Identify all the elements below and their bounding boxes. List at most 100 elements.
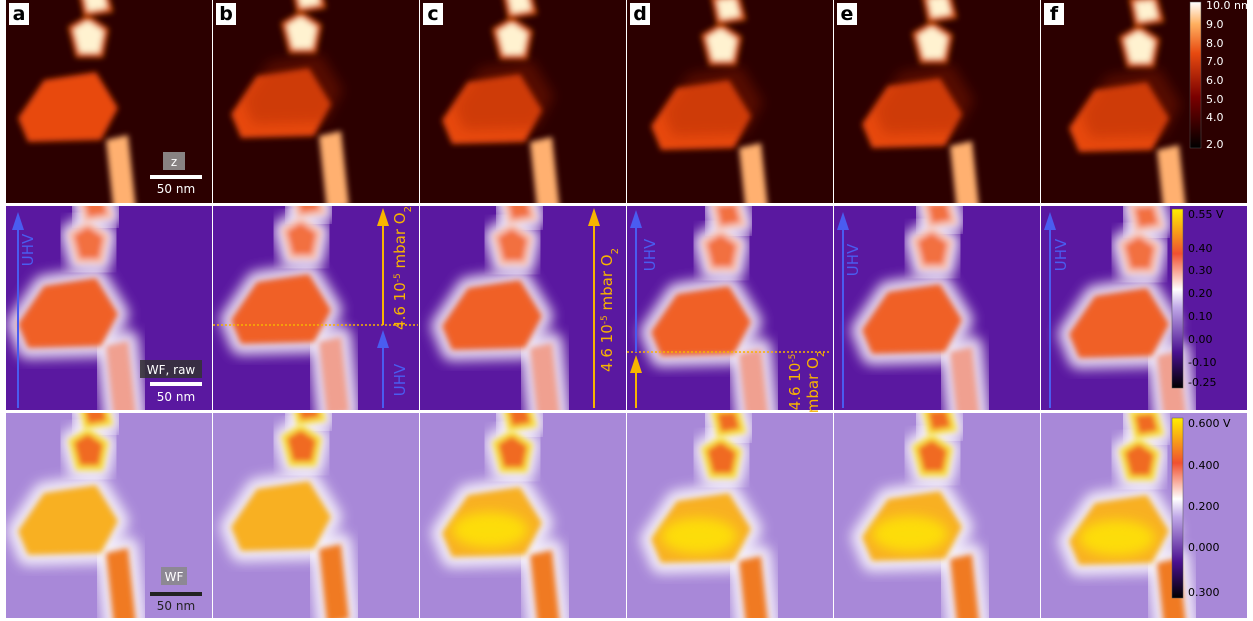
island <box>701 23 742 66</box>
pressure-value: 4.6 10 <box>786 363 804 411</box>
island <box>530 137 560 203</box>
image-panel <box>6 0 212 203</box>
image-panel <box>1041 413 1247 618</box>
pressure-value: 4.6 10 <box>598 324 616 372</box>
island <box>18 278 118 348</box>
island <box>492 223 533 266</box>
island <box>281 424 322 467</box>
island <box>106 135 136 203</box>
panel-label-box <box>216 3 236 25</box>
island-shadow <box>874 64 974 134</box>
image-panel <box>834 0 1040 203</box>
uhv-label: UHV <box>844 243 862 276</box>
colorbar-tick-label: 5.0 <box>1206 93 1224 106</box>
uhv-label: UHV <box>641 238 659 271</box>
island <box>294 206 327 219</box>
island <box>1157 145 1186 203</box>
colorbar-tick-label: 0.40 <box>1188 242 1213 255</box>
scale-label-box <box>163 152 185 170</box>
image-panel <box>627 206 833 410</box>
island <box>106 341 136 410</box>
image-panel <box>1041 0 1247 203</box>
panel-label: d <box>633 3 647 25</box>
scale-label: WF <box>165 570 184 584</box>
island-shadow <box>454 60 554 130</box>
island <box>1119 231 1160 274</box>
island <box>1129 206 1165 233</box>
colorbar-tick-label: 0.10 <box>1188 310 1213 323</box>
colorbar <box>1189 1 1202 149</box>
pressure-value: 4.6 10 <box>391 282 409 330</box>
scale-length: 50 nm <box>157 599 195 613</box>
scale-bar <box>150 592 202 596</box>
island <box>231 481 331 551</box>
island <box>231 274 331 344</box>
pressure-unit: mbar O <box>391 212 409 273</box>
island <box>950 554 979 618</box>
island <box>80 0 114 17</box>
pressure-label: mbar O2 <box>804 351 827 413</box>
colorbar-tick-label: 0.600 V <box>1188 417 1231 430</box>
island <box>504 206 538 225</box>
colorbar-tick-label: 0.000 <box>1188 541 1220 554</box>
island <box>294 0 327 13</box>
image-panel <box>420 206 626 410</box>
halo <box>939 336 990 410</box>
island <box>492 17 533 60</box>
island <box>923 413 958 436</box>
image-panel <box>1041 206 1247 410</box>
panel-label-box <box>837 3 857 25</box>
colorbar-tick-label: 0.400 <box>1188 459 1220 472</box>
pressure-unit: mbar O <box>804 357 822 413</box>
image-panel <box>213 206 419 410</box>
island <box>530 343 560 410</box>
island <box>912 21 953 64</box>
arrow-head <box>377 330 389 348</box>
panel-label-box <box>1044 3 1064 25</box>
island <box>1069 288 1169 358</box>
colorbar-tick-label: 4.0 <box>1206 111 1224 124</box>
pressure-unit: mbar O <box>598 254 616 315</box>
island <box>504 413 538 432</box>
colorbar-tick-label: 6.0 <box>1206 74 1224 87</box>
panel-label: b <box>219 3 233 25</box>
scale-label: z <box>171 155 177 169</box>
arrow-head <box>630 210 642 228</box>
colorbar-tick-label: 7.0 <box>1206 55 1224 68</box>
arrow-head <box>837 212 849 230</box>
island <box>18 485 118 555</box>
scale-bar <box>150 175 202 179</box>
island <box>68 15 109 58</box>
image-panel <box>420 413 626 618</box>
colorbar-tick-label: -0.10 <box>1188 356 1216 369</box>
colorbar-tick-label: 0.200 <box>1188 500 1220 513</box>
scale-label-box <box>140 360 202 378</box>
island <box>739 143 768 203</box>
island <box>950 347 979 410</box>
island <box>950 141 979 203</box>
image-panel <box>627 0 833 203</box>
island <box>80 413 114 430</box>
pressure-subscript: 2 <box>816 351 827 357</box>
island <box>701 436 742 479</box>
scale-label-box <box>161 567 187 585</box>
colorbar <box>1171 417 1184 599</box>
island <box>912 434 953 477</box>
arrow-head <box>630 355 642 373</box>
pressure-exponent: -5 <box>600 315 610 324</box>
island <box>492 430 533 473</box>
scale-length: 50 nm <box>157 182 195 196</box>
panel-label: c <box>427 3 438 25</box>
uhv-label: UHV <box>19 233 37 266</box>
island <box>319 131 349 203</box>
island <box>1129 0 1165 27</box>
uhv-label: UHV <box>391 363 409 396</box>
island <box>912 227 953 270</box>
halo <box>728 338 779 410</box>
pressure-label: 4.6 10-5 mbar O2 <box>391 206 414 330</box>
island <box>18 72 118 142</box>
image-panel <box>213 413 419 618</box>
island <box>711 413 747 438</box>
island <box>442 280 542 350</box>
